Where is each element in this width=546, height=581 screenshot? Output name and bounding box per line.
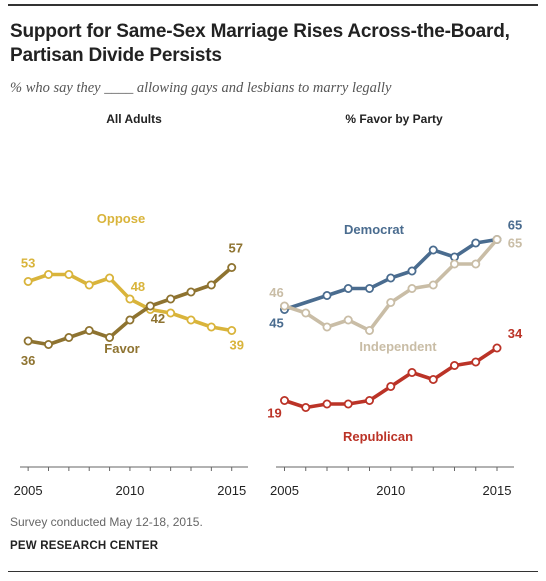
series-name-label-oppose: Oppose: [97, 211, 145, 226]
data-point-favor: [84, 325, 94, 335]
data-point-favor: [105, 332, 115, 342]
data-label-favor: 36: [21, 353, 35, 368]
data-point-favor: [166, 294, 176, 304]
data-point-democrat: [407, 266, 417, 276]
data-point-oppose: [186, 315, 196, 325]
x-tick-label: 2015: [217, 483, 246, 498]
series-line-republican: [282, 346, 499, 410]
data-point-independent: [301, 308, 311, 318]
panel-title: All Adults: [106, 112, 162, 126]
bottom-rule: [8, 571, 538, 572]
data-point-oppose: [44, 269, 54, 279]
data-point-democrat: [322, 290, 332, 300]
chart-title: Support for Same-Sex Marriage Rises Acro…: [10, 21, 510, 66]
data-point-oppose: [206, 322, 216, 332]
survey-note: Survey conducted May 12-18, 2015.: [10, 515, 203, 529]
chart-subtitle: % who say they ____ allowing gays and le…: [10, 80, 392, 96]
data-point-democrat: [343, 283, 353, 293]
data-point-favor: [125, 315, 135, 325]
data-point-independent: [343, 315, 353, 325]
data-point-independent: [449, 259, 459, 269]
data-point-republican: [386, 381, 396, 391]
data-point-favor: [23, 336, 33, 346]
data-point-independent: [364, 325, 374, 335]
data-point-favor: [186, 287, 196, 297]
series-republican: 19 34 Republican: [267, 326, 523, 444]
series-favor: 36 42 57 Favor: [21, 241, 243, 369]
data-point-oppose: [105, 273, 115, 283]
x-tick-label: 2005: [270, 483, 299, 498]
data-point-republican: [301, 402, 311, 412]
data-point-independent: [322, 322, 332, 332]
data-label-favor: 42: [151, 311, 165, 326]
x-tick-label: 2015: [483, 483, 512, 498]
series-name-label-republican: Republican: [343, 429, 413, 444]
data-point-oppose: [64, 269, 74, 279]
data-point-oppose: [23, 276, 33, 286]
source-label: PEW RESEARCH CENTER: [10, 540, 159, 552]
data-label-oppose: 39: [229, 338, 243, 353]
data-point-republican: [407, 367, 417, 377]
data-point-oppose: [84, 280, 94, 290]
data-point-favor: [206, 280, 216, 290]
data-point-favor: [145, 301, 155, 311]
panel-favor-by-party: % Favor by Party 2005 2010 2015 45 65 Democrat…: [267, 112, 523, 498]
data-label-independent: 46: [269, 285, 283, 300]
data-point-republican: [492, 343, 502, 353]
data-point-democrat: [471, 238, 481, 248]
data-point-democrat: [428, 245, 438, 255]
series-independent: 46 65 Independent: [269, 234, 522, 354]
data-point-republican: [322, 399, 332, 409]
data-point-republican: [428, 374, 438, 384]
data-point-independent: [407, 283, 417, 293]
data-point-oppose: [227, 325, 237, 335]
data-point-independent: [279, 301, 289, 311]
data-point-independent: [428, 280, 438, 290]
series-line-independent: [282, 237, 499, 333]
series-line-democrat: [282, 237, 499, 312]
data-point-oppose: [125, 294, 135, 304]
data-point-republican: [279, 395, 289, 405]
series-name-label-independent: Independent: [359, 339, 437, 354]
series-name-label-democrat: Democrat: [344, 222, 405, 237]
data-point-independent: [386, 297, 396, 307]
data-point-oppose: [166, 308, 176, 318]
data-point-democrat: [386, 273, 396, 283]
data-label-oppose: 48: [131, 279, 145, 294]
data-point-republican: [343, 399, 353, 409]
data-label-democrat: 45: [269, 316, 283, 331]
panel-title: % Favor by Party: [345, 112, 443, 126]
data-label-republican: 19: [267, 406, 281, 421]
data-label-oppose: 53: [21, 256, 35, 271]
data-point-favor: [227, 262, 237, 272]
data-point-republican: [449, 360, 459, 370]
data-point-democrat: [364, 283, 374, 293]
panel-all-adults: All Adults 2005 2010 2015 53 48 39 Oppose 36 42 57…: [14, 112, 248, 498]
data-label-democrat: 65: [508, 218, 522, 233]
data-label-favor: 57: [228, 241, 242, 256]
series-name-label-favor: Favor: [104, 341, 139, 356]
x-tick-label: 2005: [14, 483, 43, 498]
top-rule: [8, 4, 538, 6]
data-label-republican: 34: [508, 326, 523, 341]
data-label-independent: 65: [508, 236, 522, 251]
data-point-republican: [471, 357, 481, 367]
data-point-favor: [44, 339, 54, 349]
x-tick-label: 2010: [115, 483, 144, 498]
data-point-republican: [364, 395, 374, 405]
data-point-independent: [471, 259, 481, 269]
data-point-independent: [492, 234, 502, 244]
x-tick-label: 2010: [376, 483, 405, 498]
data-point-favor: [64, 332, 74, 342]
